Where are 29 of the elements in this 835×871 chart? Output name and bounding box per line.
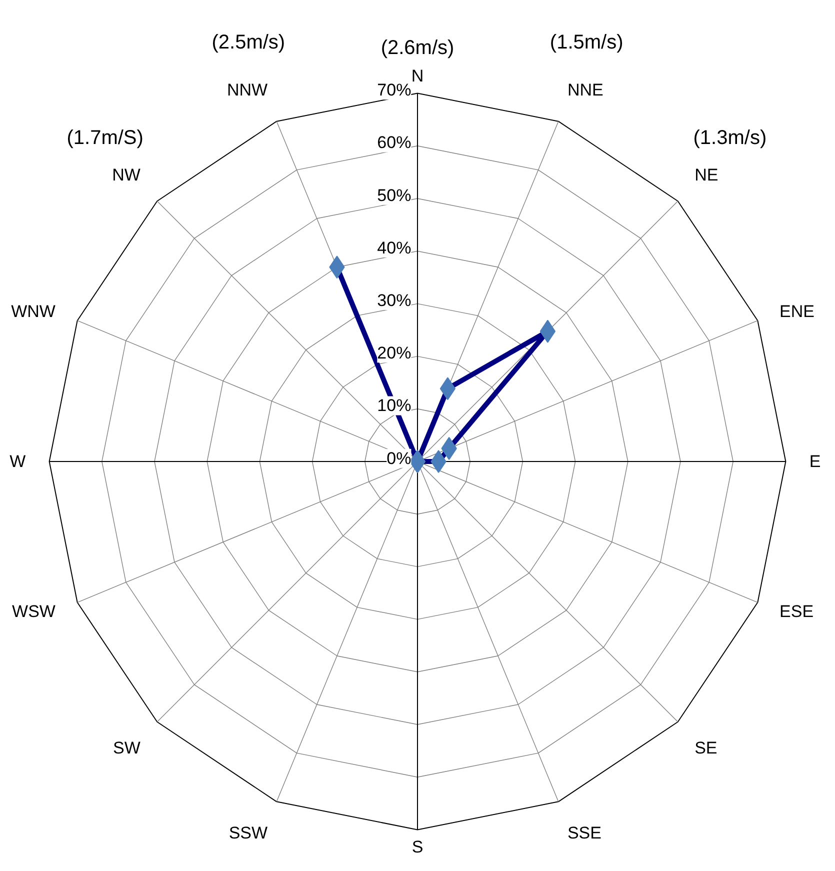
text: (1.7m/S) [66, 127, 144, 150]
spoke-label: SE [694, 738, 718, 758]
spoke-label: S [412, 838, 424, 857]
spoke-label: NNE [567, 80, 604, 100]
spoke-label: E [809, 452, 821, 471]
spoke-label: W [10, 452, 26, 471]
spoke-label: WNW [11, 302, 56, 322]
y-tick-label: 0% [386, 448, 412, 468]
text: (2.6m/s) [380, 37, 454, 60]
spoke-label: SW [113, 738, 140, 758]
y-tick-label: 50% [377, 186, 412, 205]
y-tick-label: 40% [377, 238, 412, 258]
spoke-label: NNW [226, 80, 268, 100]
spoke-label: ENE [780, 302, 815, 322]
text: (2.5m/s) [212, 31, 286, 54]
y-tick-label: 60% [377, 133, 412, 152]
spoke-label: NE [694, 165, 718, 184]
y-tick-label: 20% [377, 344, 412, 363]
text: (1.5m/s) [550, 31, 624, 54]
y-tick-label: 30% [377, 291, 412, 310]
spoke-label: SSE [567, 824, 602, 843]
spoke-label: WSW [12, 602, 56, 621]
y-tick-label: 10% [377, 396, 412, 416]
spoke-label: ESE [780, 602, 814, 621]
spoke-label: SSW [228, 824, 268, 843]
spoke-label: NW [112, 165, 140, 184]
y-tick-label: 70% [377, 80, 412, 100]
spoke-label: N [411, 66, 424, 86]
text: (1.3m/s) [693, 127, 767, 150]
